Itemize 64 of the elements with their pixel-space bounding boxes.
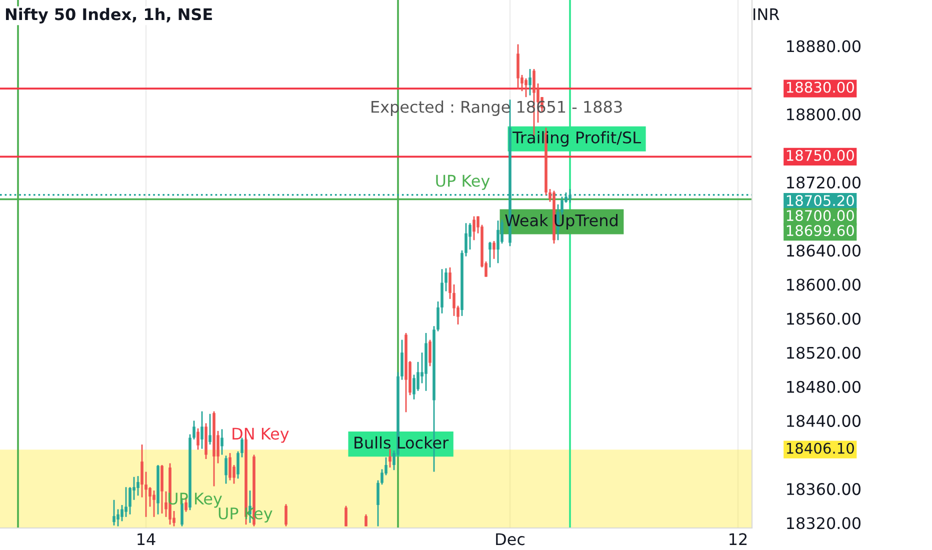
y-tick-label: 18360.00 <box>787 483 860 496</box>
candlestick <box>236 450 240 480</box>
ref-line-label: 18700.00 <box>786 210 854 222</box>
y-axis-title: INR <box>754 8 780 20</box>
candlestick <box>528 68 532 96</box>
candlestick <box>120 504 124 522</box>
annotation: UP Key <box>436 174 490 190</box>
candlestick <box>228 452 232 482</box>
candlestick <box>344 505 348 527</box>
candlestick <box>492 240 496 260</box>
candlestick <box>388 448 392 468</box>
x-tick-label: 12 <box>730 533 747 545</box>
candlestick <box>452 284 456 317</box>
ref-line-label: 18830.00 <box>786 82 854 93</box>
annotation: DN Key <box>232 428 289 443</box>
y-tick-label: 18600.00 <box>787 278 860 291</box>
candlestick <box>124 486 128 518</box>
y-tick-label: 18320.00 <box>787 517 860 530</box>
y-tick-label: 18440.00 <box>787 414 860 427</box>
ref-line-label: 18750.00 <box>786 150 854 161</box>
y-tick-label: 18560.00 <box>787 312 860 325</box>
y-tick-label: 18640.00 <box>787 244 860 257</box>
chart-title: Nifty 50 Index, 1h, NSE <box>6 8 212 24</box>
candlestick <box>376 480 380 527</box>
candlestick <box>220 428 224 456</box>
y-tick-label: 18720.00 <box>787 176 860 189</box>
candlestick <box>116 508 120 527</box>
candlestick <box>412 374 416 400</box>
candlestick <box>208 413 212 446</box>
candlestick <box>112 499 116 526</box>
candlestick <box>416 361 420 392</box>
candlestick <box>448 266 452 300</box>
candlestick <box>152 490 156 518</box>
candlestick <box>472 216 476 241</box>
y-tick-label: 18800.00 <box>787 108 860 120</box>
x-tick-label: 14 <box>138 533 156 545</box>
candlestick <box>464 222 468 258</box>
candlestick <box>400 339 404 381</box>
candlestick <box>224 454 228 484</box>
candlestick <box>196 428 200 450</box>
annotation: Bulls Locker <box>354 436 449 449</box>
candlestick <box>380 468 384 486</box>
band-label: 18406.10 <box>786 442 854 454</box>
candlestick <box>192 420 196 440</box>
text: 18699.60 <box>786 225 854 236</box>
candlestick <box>468 222 472 250</box>
candlestick <box>144 471 148 518</box>
y-tick-label: 18480.00 <box>787 380 860 393</box>
candlestick <box>200 410 204 450</box>
ref-line-label: 18705.20 <box>786 195 854 206</box>
candlestick <box>488 241 492 268</box>
y-tick-label: 18880.00 <box>787 40 860 52</box>
candlestick <box>436 300 440 332</box>
candlestick <box>284 503 288 527</box>
y-tick-label: 18520.00 <box>787 346 860 359</box>
x-tick-label: Dec <box>496 533 524 546</box>
candlestick <box>128 486 132 516</box>
candlestick <box>496 220 500 264</box>
candlestick <box>428 339 432 367</box>
candlestick <box>140 444 144 498</box>
candlestick <box>148 486 152 508</box>
candlestick <box>524 78 528 98</box>
candlestick <box>136 475 140 496</box>
candlestick <box>444 268 448 292</box>
